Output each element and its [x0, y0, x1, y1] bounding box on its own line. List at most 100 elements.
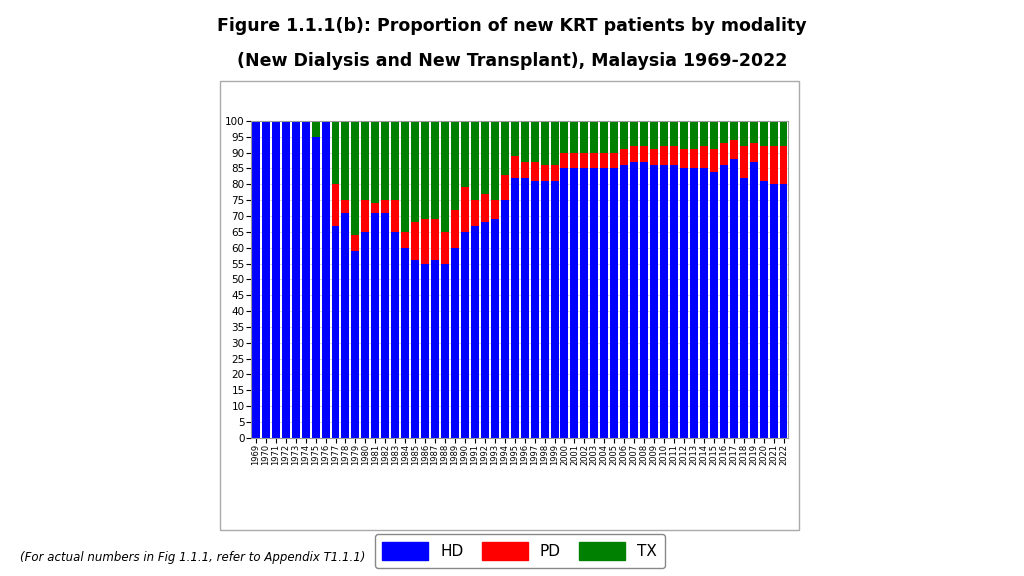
Bar: [779, 146, 787, 184]
Bar: [262, 121, 269, 438]
Bar: [610, 153, 618, 168]
Bar: [630, 146, 638, 162]
Bar: [730, 121, 737, 140]
Bar: [372, 203, 379, 213]
Bar: [311, 137, 319, 438]
Bar: [591, 153, 598, 168]
Bar: [621, 165, 628, 438]
Bar: [710, 121, 718, 149]
Bar: [391, 232, 399, 438]
Bar: [471, 226, 479, 438]
Bar: [650, 121, 658, 149]
Text: Figure 1.1.1(b): Proportion of new KRT patients by modality: Figure 1.1.1(b): Proportion of new KRT p…: [217, 17, 807, 35]
Bar: [710, 172, 718, 438]
Bar: [332, 121, 340, 184]
Bar: [381, 213, 389, 438]
Bar: [332, 226, 340, 438]
Bar: [530, 181, 539, 438]
Bar: [560, 168, 568, 438]
Bar: [630, 121, 638, 146]
Bar: [520, 162, 528, 178]
Bar: [690, 121, 698, 149]
Bar: [640, 146, 648, 162]
Bar: [739, 121, 748, 146]
Bar: [730, 140, 737, 159]
Bar: [720, 143, 728, 165]
Bar: [451, 121, 459, 210]
Bar: [490, 200, 499, 219]
Bar: [710, 149, 718, 172]
Bar: [680, 121, 688, 149]
Bar: [431, 121, 439, 219]
Bar: [490, 121, 499, 200]
Bar: [660, 165, 668, 438]
Legend: HD, PD, TX: HD, PD, TX: [375, 534, 665, 568]
Bar: [581, 121, 589, 153]
Bar: [600, 121, 608, 153]
Bar: [311, 121, 319, 137]
Bar: [501, 175, 509, 200]
Bar: [551, 121, 558, 165]
Bar: [570, 153, 579, 168]
Bar: [530, 121, 539, 162]
Bar: [361, 200, 370, 232]
Bar: [292, 121, 300, 438]
Bar: [610, 168, 618, 438]
Bar: [441, 232, 449, 264]
Bar: [431, 219, 439, 260]
Bar: [282, 121, 290, 438]
Bar: [770, 184, 777, 438]
Bar: [412, 260, 419, 438]
Bar: [431, 260, 439, 438]
Bar: [421, 219, 429, 264]
Bar: [451, 210, 459, 248]
Bar: [720, 121, 728, 143]
Text: (For actual numbers in Fig 1.1.1, refer to Appendix T1.1.1): (For actual numbers in Fig 1.1.1, refer …: [20, 551, 366, 564]
Bar: [690, 149, 698, 168]
Bar: [341, 200, 349, 213]
Bar: [699, 121, 708, 146]
Bar: [621, 149, 628, 165]
Bar: [750, 162, 758, 438]
Bar: [412, 121, 419, 222]
Bar: [581, 168, 589, 438]
Bar: [541, 181, 549, 438]
Bar: [401, 121, 410, 232]
Bar: [271, 121, 280, 438]
Bar: [401, 232, 410, 248]
Bar: [610, 121, 618, 153]
Bar: [670, 146, 678, 165]
Bar: [630, 162, 638, 438]
Bar: [770, 146, 777, 184]
Bar: [760, 146, 768, 181]
Bar: [481, 194, 488, 222]
Bar: [381, 200, 389, 213]
Bar: [361, 232, 370, 438]
Bar: [670, 165, 678, 438]
Bar: [650, 165, 658, 438]
Bar: [570, 121, 579, 153]
Bar: [421, 264, 429, 438]
Bar: [511, 121, 519, 156]
Bar: [600, 168, 608, 438]
Bar: [690, 168, 698, 438]
Bar: [660, 146, 668, 165]
Bar: [660, 121, 668, 146]
Bar: [481, 222, 488, 438]
Text: (New Dialysis and New Transplant), Malaysia 1969-2022: (New Dialysis and New Transplant), Malay…: [237, 52, 787, 70]
Bar: [461, 121, 469, 187]
Bar: [351, 121, 359, 235]
Bar: [779, 184, 787, 438]
Bar: [760, 181, 768, 438]
Bar: [699, 146, 708, 168]
Bar: [351, 251, 359, 438]
Bar: [302, 121, 309, 438]
Bar: [541, 121, 549, 165]
Bar: [680, 168, 688, 438]
Bar: [401, 248, 410, 438]
Bar: [650, 149, 658, 165]
Bar: [640, 121, 648, 146]
Bar: [451, 248, 459, 438]
Bar: [361, 121, 370, 200]
Bar: [770, 121, 777, 146]
